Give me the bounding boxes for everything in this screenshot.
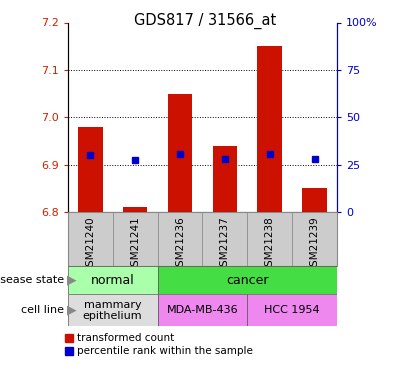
Text: GSM21240: GSM21240: [85, 216, 95, 273]
Text: cancer: cancer: [226, 274, 268, 287]
Text: normal: normal: [91, 274, 134, 287]
Bar: [292, 212, 337, 266]
Bar: [78, 127, 103, 212]
Text: GSM21237: GSM21237: [220, 216, 230, 273]
Legend: transformed count, percentile rank within the sample: transformed count, percentile rank withi…: [65, 333, 253, 357]
Bar: [212, 146, 237, 212]
Text: cell line: cell line: [21, 305, 64, 315]
Text: GSM21236: GSM21236: [175, 216, 185, 273]
Text: HCC 1954: HCC 1954: [264, 305, 320, 315]
Bar: [157, 266, 337, 294]
Bar: [168, 93, 192, 212]
Bar: [113, 212, 157, 266]
Bar: [68, 294, 157, 326]
Bar: [257, 46, 282, 212]
Bar: [247, 294, 337, 326]
Bar: [123, 207, 148, 212]
Bar: [247, 212, 292, 266]
Bar: [302, 188, 327, 212]
Text: ▶: ▶: [67, 304, 76, 317]
Text: mammary
epithelium: mammary epithelium: [83, 300, 143, 321]
Text: MDA-MB-436: MDA-MB-436: [166, 305, 238, 315]
Bar: [157, 212, 203, 266]
Bar: [68, 266, 157, 294]
Bar: [68, 212, 113, 266]
Text: GSM21241: GSM21241: [130, 216, 140, 273]
Bar: [203, 212, 247, 266]
Text: ▶: ▶: [67, 274, 76, 287]
Text: GDS817 / 31566_at: GDS817 / 31566_at: [134, 13, 277, 29]
Bar: [157, 294, 247, 326]
Text: GSM21238: GSM21238: [265, 216, 275, 273]
Text: GSM21239: GSM21239: [309, 216, 320, 273]
Text: disease state: disease state: [0, 275, 64, 285]
